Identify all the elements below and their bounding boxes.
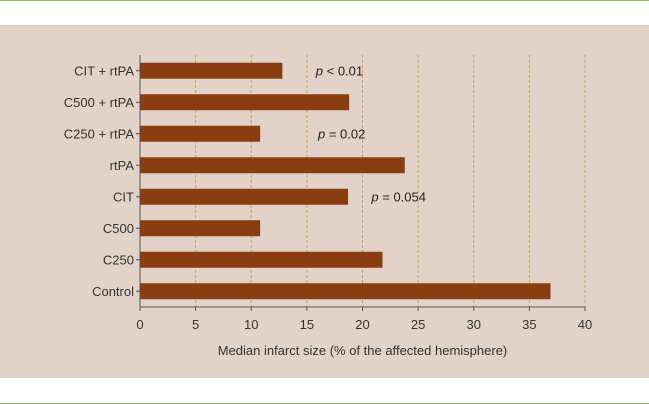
- x-tick-label: 20: [355, 317, 369, 332]
- category-label: CIT + rtPA: [74, 63, 134, 78]
- bar-rtpa: [140, 157, 405, 174]
- category-label: rtPA: [110, 158, 135, 173]
- p-value-annotation: p < 0.01: [315, 63, 363, 78]
- x-tick-label: 40: [578, 317, 592, 332]
- p-value-annotation: p = 0.02: [317, 126, 365, 141]
- x-axis-label: Median infarct size (% of the affected h…: [218, 343, 508, 358]
- category-label: C500: [103, 221, 134, 236]
- x-tick-label: 0: [136, 317, 143, 332]
- bar-cit-rtpa: [140, 62, 283, 79]
- x-tick-label: 25: [411, 317, 425, 332]
- category-label: CIT: [113, 189, 134, 204]
- x-tick-label: 35: [522, 317, 536, 332]
- bar-cit: [140, 188, 349, 205]
- x-tick-label: 30: [467, 317, 481, 332]
- bar-c250-rtpa: [140, 125, 261, 142]
- category-label: Control: [92, 284, 134, 299]
- bar-control: [140, 283, 551, 300]
- bar-c500-rtpa: [140, 94, 350, 111]
- x-tick-label: 5: [192, 317, 199, 332]
- p-value-annotation: p = 0.054: [370, 189, 426, 204]
- category-label: C250 + rtPA: [64, 126, 135, 141]
- top-rule: [0, 0, 649, 1]
- bar-c250: [140, 251, 383, 268]
- category-label: C250: [103, 252, 134, 267]
- x-tick-label: 10: [244, 317, 258, 332]
- bar-c500: [140, 220, 261, 237]
- x-tick-label: 15: [300, 317, 314, 332]
- category-label: C500 + rtPA: [64, 95, 135, 110]
